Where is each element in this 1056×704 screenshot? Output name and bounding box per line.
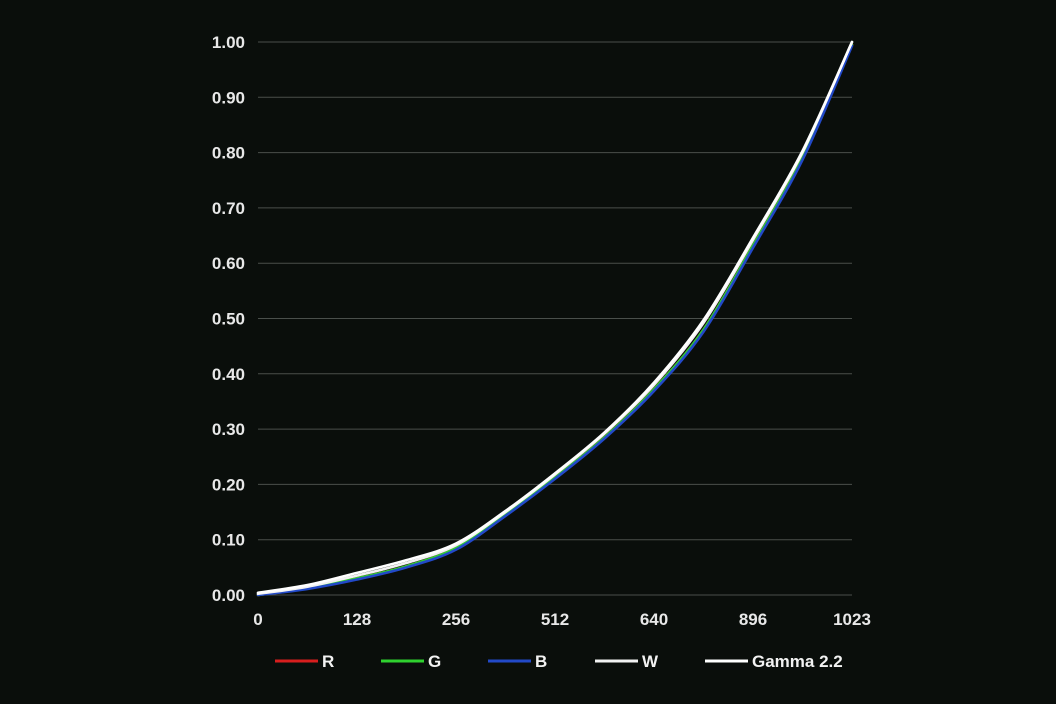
grid-lines	[258, 41, 852, 596]
legend-item-gamma-2-2: Gamma 2.2	[705, 652, 843, 671]
y-tick-label: 0.60	[212, 254, 245, 273]
series-line-w	[256, 40, 854, 596]
series-line-b	[256, 44, 854, 597]
y-tick-label: 0.40	[212, 365, 245, 384]
legend-label: B	[535, 652, 547, 671]
y-tick-label: 0.50	[212, 310, 245, 329]
legend-item-g: G	[381, 652, 441, 671]
legend-label: Gamma 2.2	[752, 652, 843, 671]
legend-label: G	[428, 652, 441, 671]
y-tick-label: 0.70	[212, 199, 245, 218]
legend-label: W	[642, 652, 659, 671]
y-tick-label: 1.00	[212, 33, 245, 52]
y-tick-label: 0.10	[212, 531, 245, 550]
x-tick-label: 512	[541, 610, 569, 629]
x-tick-label: 0	[253, 610, 262, 629]
x-tick-label: 128	[343, 610, 371, 629]
legend-item-b: B	[488, 652, 547, 671]
x-tick-label: 1023	[833, 610, 871, 629]
y-axis-ticks: 0.00 0.10 0.20 0.30 0.40 0.50 0.60 0.70 0.80 0.90…	[212, 33, 245, 605]
y-tick-label: 0.90	[212, 88, 245, 107]
legend: R G B W Gamma 2.2	[275, 652, 843, 671]
legend-item-w: W	[595, 652, 659, 671]
x-axis-ticks: 0 128 256 512 640 896 1023	[253, 610, 871, 629]
series-line-g	[256, 43, 854, 597]
legend-label: R	[322, 652, 334, 671]
y-tick-label: 0.00	[212, 586, 245, 605]
series-line-r	[256, 43, 854, 597]
legend-item-r: R	[275, 652, 334, 671]
y-tick-label: 0.30	[212, 420, 245, 439]
x-tick-label: 640	[640, 610, 668, 629]
series-line-gamma-2-2	[256, 40, 854, 595]
y-tick-label: 0.20	[212, 475, 245, 494]
x-tick-label: 896	[739, 610, 767, 629]
y-tick-label: 0.80	[212, 144, 245, 163]
x-tick-label: 256	[442, 610, 470, 629]
series-lines	[256, 40, 854, 597]
